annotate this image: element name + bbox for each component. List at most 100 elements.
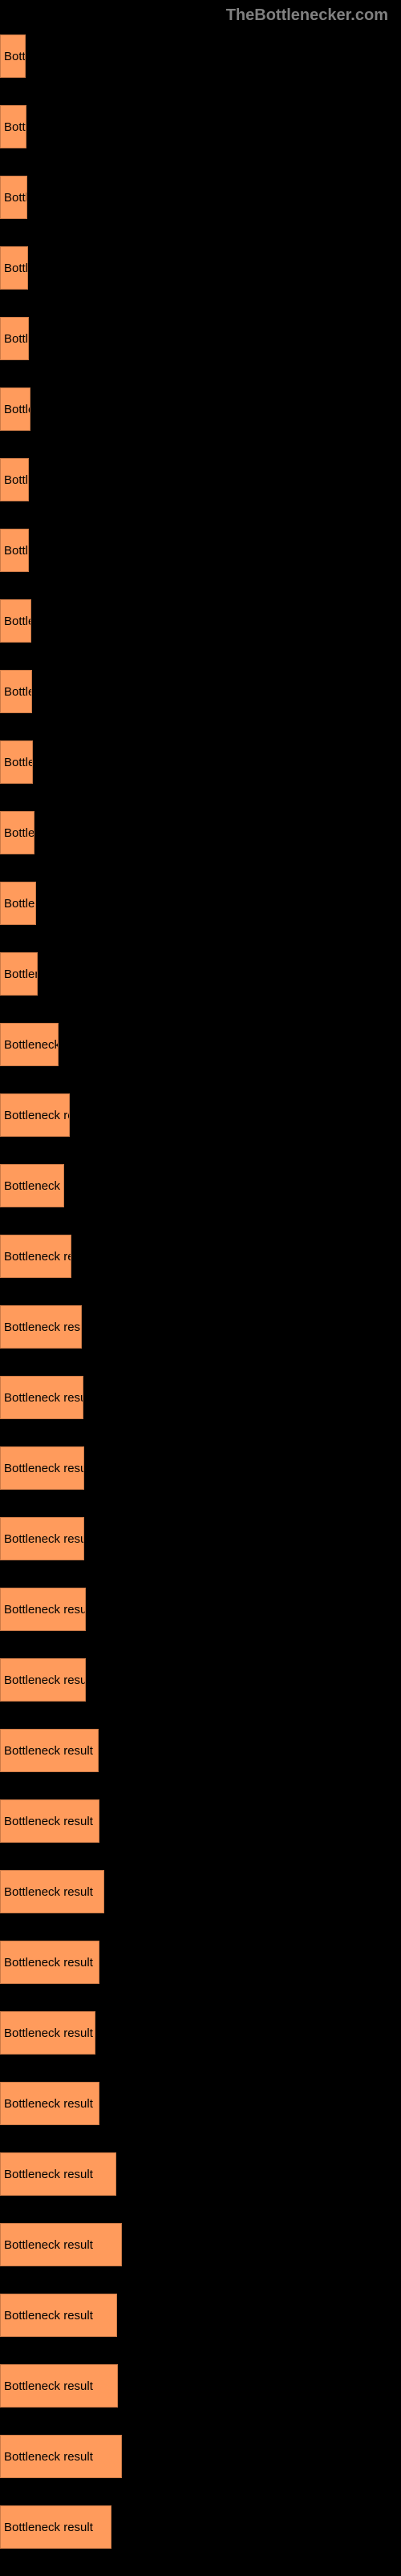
bar-row: Bottlenec	[0, 882, 401, 925]
bar: Bottleneck result	[0, 1799, 99, 1843]
bar-label: Bottleneck result	[4, 1744, 93, 1758]
bar: Bottleneck result	[0, 1729, 99, 1772]
bar-label: Bottleneck result	[4, 1532, 84, 1546]
bar-label: Bottlenec	[4, 897, 36, 911]
bar-label: Bottleneck result	[4, 2026, 93, 2040]
bar-label: Bottlen	[4, 262, 28, 275]
bar-row: Bottlen	[0, 317, 401, 360]
bar-value: 4	[116, 2152, 129, 2196]
bar-label: Bottleneck result	[4, 1462, 84, 1475]
bar: Bottlen	[0, 529, 29, 572]
bar-label: Bottleneck result	[4, 2309, 93, 2322]
bar-row: Bottlene	[0, 740, 401, 784]
bar-label: Bottleneck result	[4, 1956, 93, 1970]
bar-row: Bottle	[0, 105, 401, 148]
bar-label: Bottleneck result	[4, 2097, 93, 2111]
bar-label: Bottlene	[4, 403, 30, 416]
bar-label: Bottlen	[4, 473, 29, 487]
bar-row: Bottleneck result44	[0, 2364, 401, 2408]
bar-row: Bottleneck result 4	[0, 2294, 401, 2337]
bar-label: Bottlenec	[4, 826, 34, 840]
bar-row: Bottleneck result 4	[0, 2223, 401, 2266]
bar-label: Bottleneck result	[4, 1815, 93, 1828]
bar: Bottleneck result	[0, 2364, 118, 2408]
bar-row: Bottlene	[0, 387, 401, 431]
bar: Bottleneck result	[0, 2082, 99, 2125]
bar: Bottleneck result	[0, 2294, 117, 2337]
bar-row: Bottleneck result	[0, 1446, 401, 1490]
bar-row: Bottleneck result	[0, 2011, 401, 2055]
bar-row: Bottleneck result 45	[0, 2435, 401, 2478]
bar-row: Bottleneck result	[0, 1376, 401, 1419]
bar-label: Bottleneck result	[4, 1250, 71, 1264]
bar-row: Bottlen	[0, 529, 401, 572]
bar: Bottlen	[0, 458, 29, 501]
bar: Bottleneck	[0, 952, 38, 996]
bar: Bottle	[0, 34, 26, 78]
bar-label: Bottleneck res	[4, 1038, 59, 1052]
bar-label: Bottleneck	[4, 968, 38, 981]
bar-label: Bottlene	[4, 756, 33, 769]
bar-row: Bottlene	[0, 599, 401, 643]
bar-label: Bottleneck result	[4, 2379, 93, 2393]
bar-label: Bottleneck result	[4, 1603, 86, 1617]
bar-label: Bottleneck result	[4, 2238, 93, 2252]
bar: Bottleneck result	[0, 2011, 95, 2055]
bar: Bottleneck result	[0, 2223, 122, 2266]
bar: Bottleneck result	[0, 1941, 99, 1984]
bar-label: Bottleneck result	[4, 1673, 86, 1687]
bar-value: 4	[111, 2505, 124, 2549]
bar-label: Bottlene	[4, 615, 31, 628]
bar: Bottleneck result	[0, 1870, 104, 1913]
bar-row: Bottlenec	[0, 811, 401, 854]
bar-row: Bottlen	[0, 458, 401, 501]
bar-label: Bottleneck result	[4, 2450, 93, 2464]
bar-row: Bottleneck	[0, 952, 401, 996]
bar-row: Bottleneck result	[0, 1658, 401, 1702]
bar: Bottleneck res	[0, 1023, 59, 1066]
bar-row: Bottleneck result	[0, 2082, 401, 2125]
bar-row: Bottleneck result	[0, 1729, 401, 1772]
bar-value: 4	[117, 2294, 130, 2337]
bar: Bottlen	[0, 246, 28, 290]
bar: Bottleneck result	[0, 1305, 82, 1349]
bar-label: Bottleneck result	[4, 1885, 93, 1899]
bar-row: Bottlene	[0, 670, 401, 713]
bar: Bottlene	[0, 599, 31, 643]
bar: Bottlene	[0, 740, 33, 784]
bar-value: 45	[122, 2435, 142, 2478]
bar-row: Bottleneck res	[0, 1023, 401, 1066]
bar-label: Bottleneck resu	[4, 1179, 64, 1193]
bar-label: Bottleneck result	[4, 1391, 83, 1405]
bar-label: Bottle	[4, 50, 26, 63]
bar-row: Bottleneck result	[0, 1235, 401, 1278]
bar: Bottle	[0, 105, 26, 148]
site-name: TheBottlenecker.com	[226, 6, 388, 24]
bar-row: Bottleneck result	[0, 1799, 401, 1843]
header: TheBottlenecker.com	[0, 0, 401, 28]
bar-label: Bottlen	[4, 332, 29, 346]
bar-row: Bottlen	[0, 246, 401, 290]
bar: Bottleneck result	[0, 1446, 84, 1490]
bar: Bottleneck resu	[0, 1164, 64, 1207]
bar: Bottleneck result	[0, 1517, 84, 1560]
bar-row: Bottleneck result 4	[0, 2505, 401, 2549]
bar-label: Bottleneck result	[4, 2168, 93, 2181]
bar-row: Bottleneck result	[0, 1517, 401, 1560]
bar-label: Bottle	[4, 191, 27, 205]
bar-row: Bottleneck result	[0, 1093, 401, 1137]
bar-row: Bottle	[0, 34, 401, 78]
bar-label: Bottleneck result	[4, 2521, 93, 2534]
bar-row: Bottleneck result 4	[0, 2152, 401, 2196]
bar-row: Bottleneck result	[0, 1941, 401, 1984]
bar-row: Bottleneck result	[0, 1305, 401, 1349]
bar-row: Bottle	[0, 176, 401, 219]
bar-value: 4	[122, 2223, 135, 2266]
bar: Bottlene	[0, 670, 32, 713]
bar: Bottleneck result	[0, 1658, 86, 1702]
bar: Bottleneck result	[0, 2505, 111, 2549]
bar: Bottlenec	[0, 882, 36, 925]
bar-label: Bottlene	[4, 685, 32, 699]
bar: Bottle	[0, 176, 27, 219]
bar: Bottlene	[0, 387, 30, 431]
